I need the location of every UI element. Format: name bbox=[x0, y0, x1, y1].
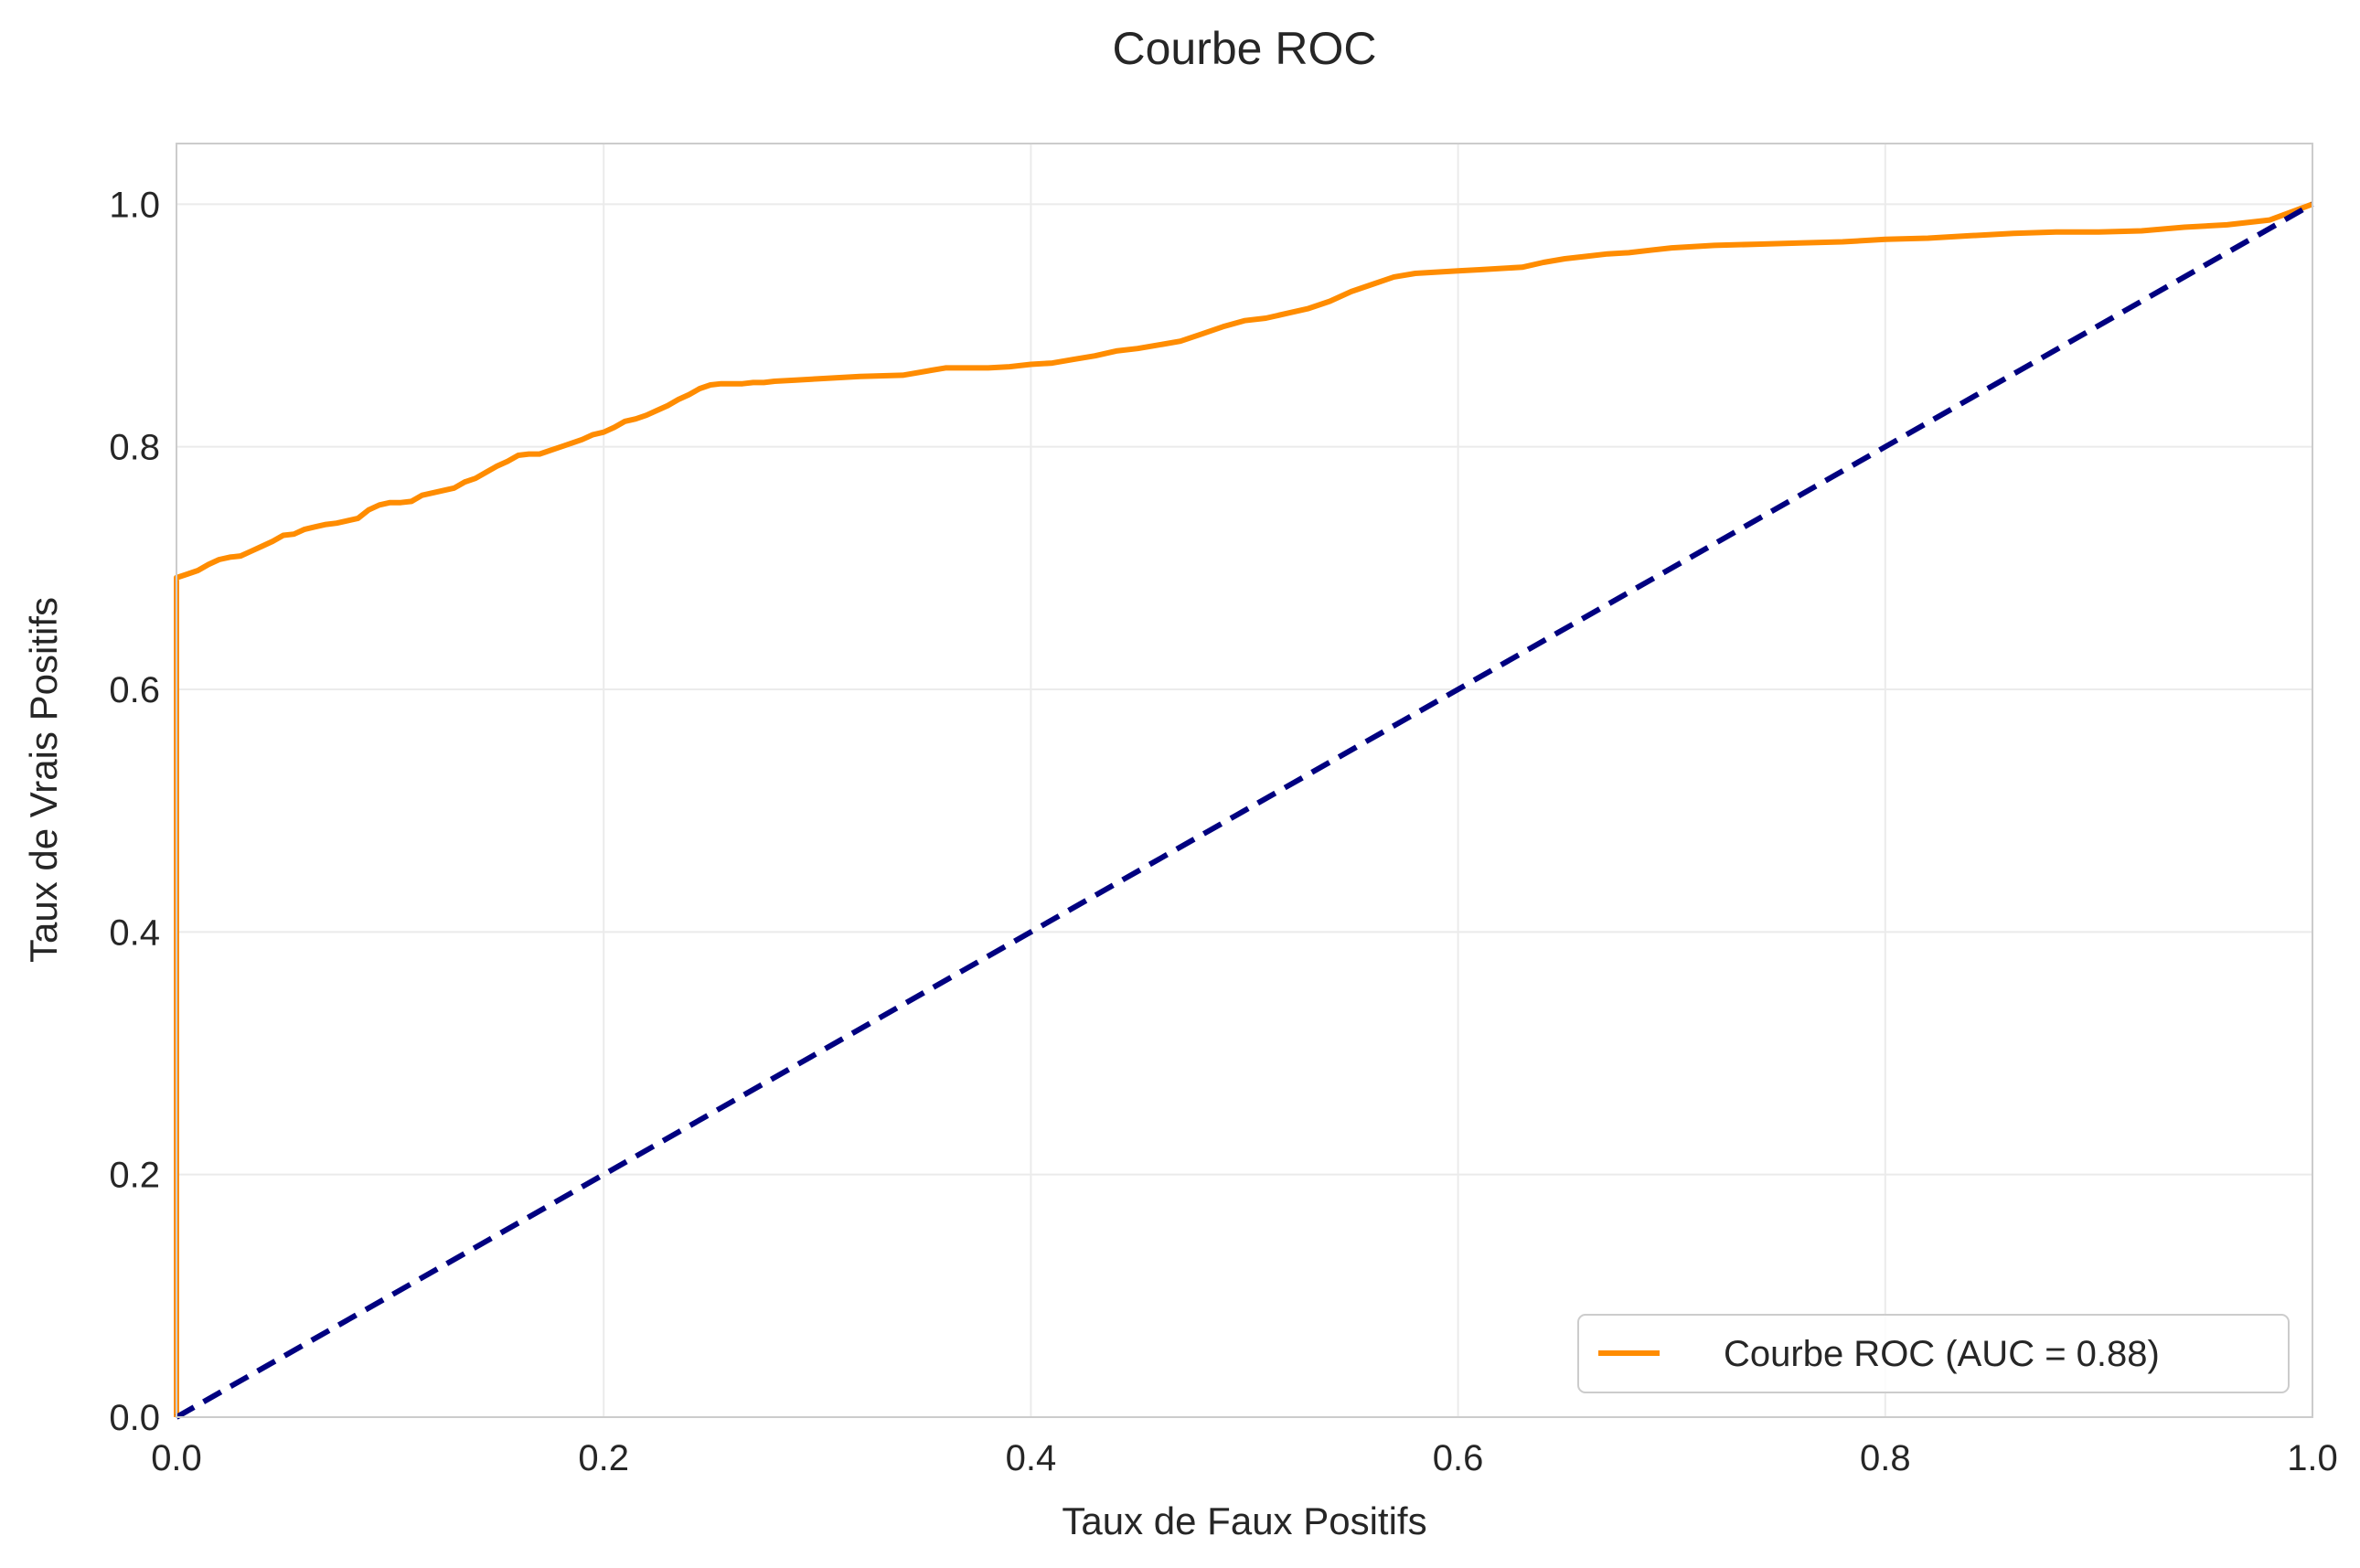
tick-layer: 0.0 0.2 0.4 0.6 0.8 1.0 0.0 0.2 0.4 0.6 0.8 1.0 bbox=[109, 185, 2337, 1478]
series-layer bbox=[174, 201, 2314, 1420]
x-tick-label: 0.8 bbox=[1860, 1438, 1911, 1478]
y-tick-label: 0.2 bbox=[109, 1156, 160, 1196]
y-tick-label: 0.4 bbox=[109, 912, 160, 953]
x-axis-label: Taux de Faux Positifs bbox=[1062, 1499, 1426, 1542]
chance-diagonal-line bbox=[175, 201, 2314, 1420]
x-tick-label: 0.4 bbox=[1006, 1438, 1057, 1478]
legend: Courbe ROC (AUC = 0.88) bbox=[1577, 1314, 2290, 1393]
chart-title: Courbe ROC bbox=[1113, 23, 1377, 74]
roc-curve-line bbox=[174, 201, 2314, 1417]
x-tick-label: 0.6 bbox=[1433, 1438, 1484, 1478]
x-tick-label: 1.0 bbox=[2287, 1438, 2338, 1478]
y-axis-label: Taux de Vrais Positifs bbox=[22, 597, 65, 963]
x-tick-label: 0.2 bbox=[578, 1438, 629, 1478]
y-tick-label: 1.0 bbox=[109, 185, 160, 225]
y-tick-label: 0.0 bbox=[109, 1398, 160, 1438]
x-tick-label: 0.0 bbox=[151, 1438, 202, 1478]
plot-frame bbox=[176, 143, 2313, 1418]
legend-label: Courbe ROC (AUC = 0.88) bbox=[1724, 1334, 2160, 1374]
y-tick-label: 0.6 bbox=[109, 670, 160, 710]
legend-box bbox=[1577, 1314, 2290, 1393]
y-tick-label: 0.8 bbox=[109, 428, 160, 468]
